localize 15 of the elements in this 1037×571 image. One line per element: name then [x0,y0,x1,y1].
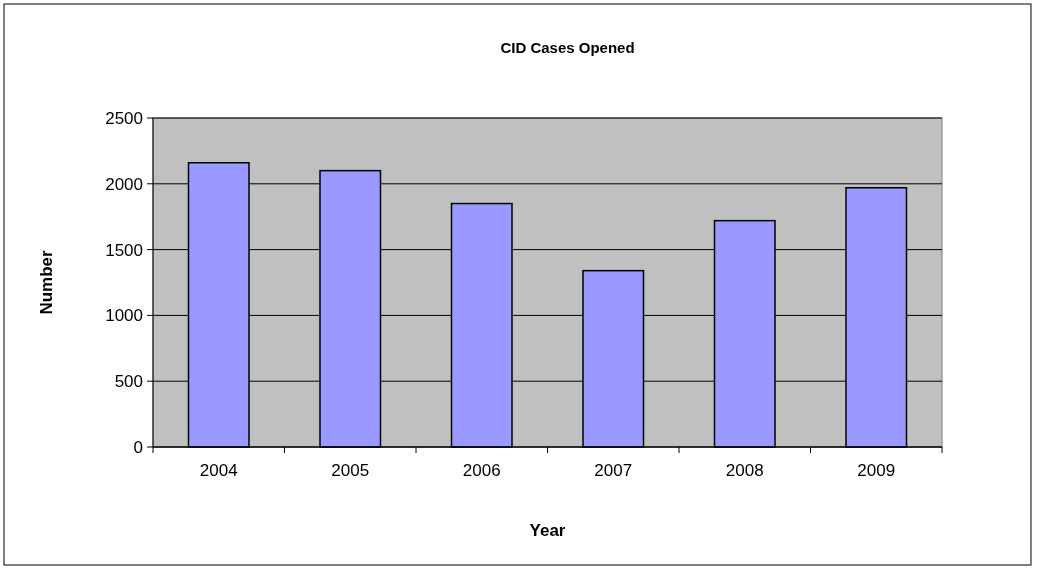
y-tick-label: 0 [133,437,143,457]
x-tick-label: 2004 [199,461,238,480]
y-tick-label: 2500 [105,108,143,128]
y-tick-label: 1000 [105,306,143,326]
y-tick-label: 2000 [105,174,143,194]
y-tick-label: 500 [114,372,143,392]
x-tick-label: 2007 [594,461,633,480]
chart-title: CID Cases Opened [500,39,635,56]
x-tick-label: 2006 [462,461,501,480]
x-tick-label: 2005 [331,461,370,480]
x-axis-title: Year [529,521,566,540]
x-tick-label: 2008 [725,461,764,480]
y-axis-title: Number [37,250,56,315]
y-tick-label: 1500 [105,240,143,260]
x-tick-label: 2009 [857,461,896,480]
